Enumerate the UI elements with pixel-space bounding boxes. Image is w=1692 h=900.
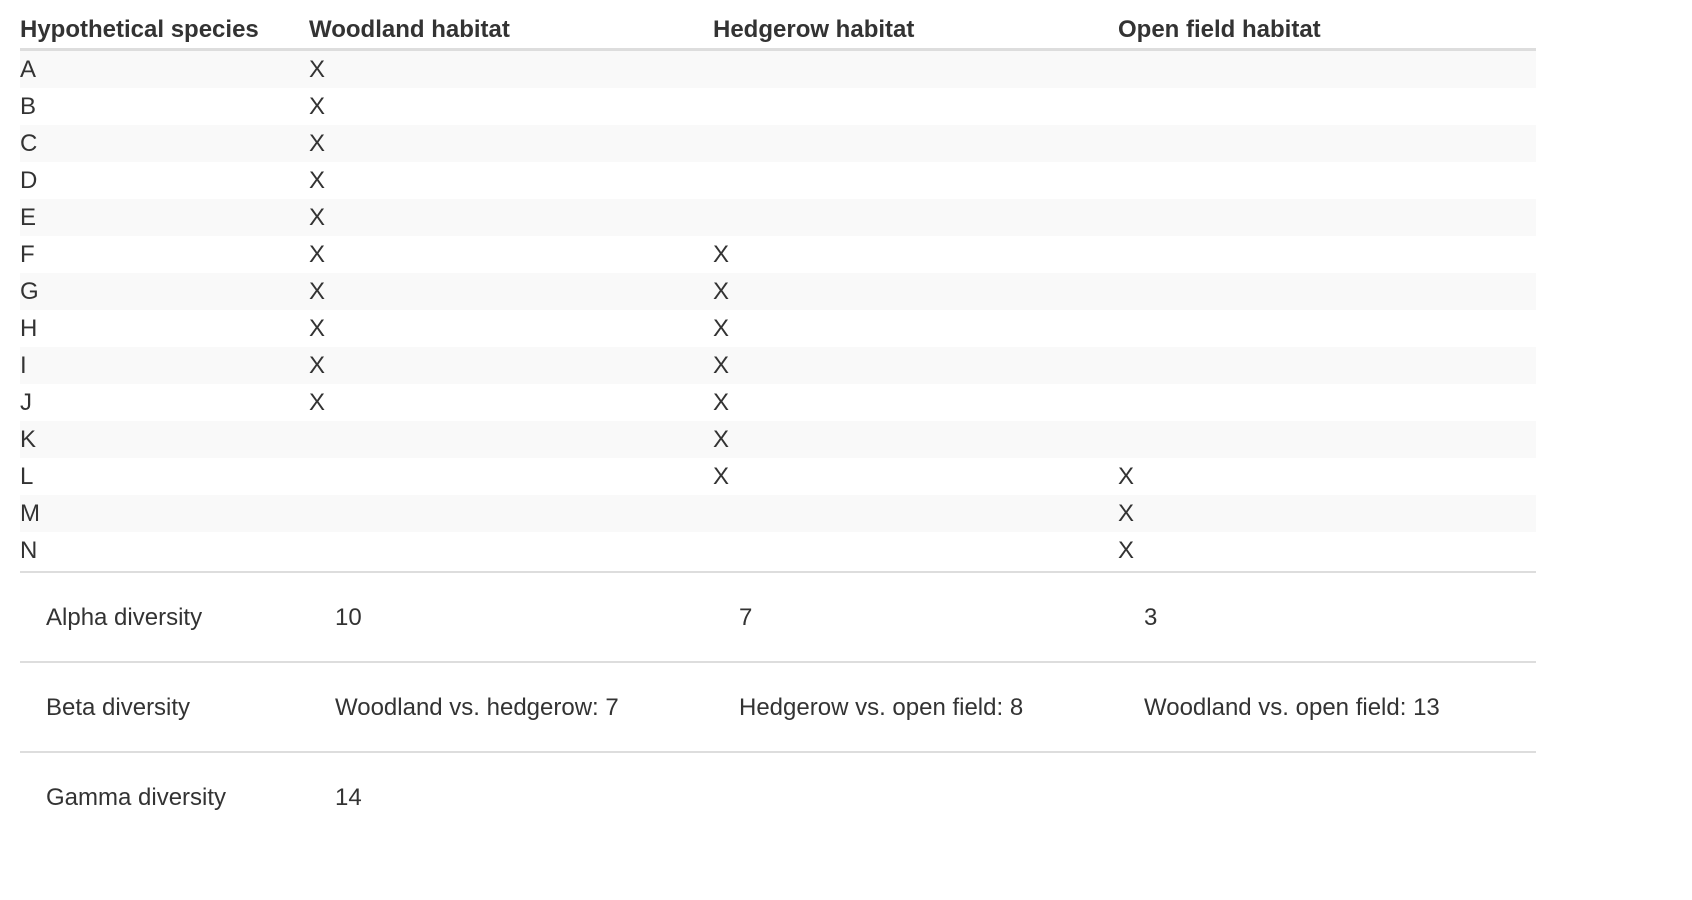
summary-label: Gamma diversity	[46, 784, 227, 811]
presence-cell: X	[309, 389, 326, 416]
presence-cell	[309, 458, 713, 495]
species-cell: E	[20, 204, 37, 231]
presence-cell: X	[309, 167, 326, 194]
presence-cell: X	[309, 204, 326, 231]
presence-cell: X	[309, 56, 326, 83]
summary-value	[1118, 753, 1536, 819]
gamma-diversity-row: Gamma diversity 14	[20, 751, 1536, 819]
presence-cell	[713, 162, 1118, 199]
summary-label: Alpha diversity	[46, 604, 203, 631]
summary-value: Woodland vs. open field: 13	[1144, 694, 1440, 721]
presence-cell	[1118, 347, 1536, 384]
presence-cell: X	[1118, 500, 1135, 527]
summary-label: Beta diversity	[46, 694, 191, 721]
summary-value: 10	[335, 604, 362, 631]
presence-cell: X	[309, 93, 326, 120]
species-cell: H	[20, 315, 38, 342]
presence-cell	[1118, 310, 1536, 347]
presence-cell: X	[309, 130, 326, 157]
species-cell: I	[20, 352, 27, 379]
beta-diversity-row: Beta diversity Woodland vs. hedgerow: 7 He…	[20, 661, 1536, 751]
presence-cell: X	[1118, 463, 1135, 490]
header-species: Hypothetical species	[20, 16, 259, 43]
species-cell: C	[20, 130, 38, 157]
presence-cell	[713, 88, 1118, 125]
presence-cell	[1118, 273, 1536, 310]
species-cell: J	[20, 389, 32, 416]
diversity-summary: Alpha diversity 10 7 3 Beta diversity Woodlan…	[20, 571, 1536, 819]
presence-cell: X	[309, 241, 326, 268]
species-cell: M	[20, 500, 40, 527]
species-cell: L	[20, 463, 34, 490]
presence-cell	[713, 199, 1118, 236]
presence-cell	[1118, 162, 1536, 199]
presence-cell	[1118, 421, 1536, 458]
species-cell: A	[20, 56, 37, 83]
presence-cell: X	[1118, 537, 1135, 564]
header-woodland: Woodland habitat	[309, 16, 510, 43]
species-cell: F	[20, 241, 35, 268]
table-header: Hypothetical species Woodland habitat He…	[20, 12, 1536, 51]
presence-cell	[713, 495, 1118, 532]
presence-cell: X	[309, 278, 326, 305]
presence-cell	[1118, 88, 1536, 125]
presence-cell	[309, 495, 713, 532]
summary-value: 7	[739, 604, 753, 631]
species-cell: D	[20, 167, 38, 194]
presence-cell	[1118, 51, 1536, 88]
presence-cell	[309, 421, 713, 458]
species-habitat-table: Hypothetical species Woodland habitat He…	[20, 12, 1536, 569]
presence-cell: X	[713, 315, 730, 342]
summary-value: 3	[1144, 604, 1158, 631]
presence-cell: X	[713, 463, 730, 490]
presence-cell: X	[713, 389, 730, 416]
presence-cell	[1118, 125, 1536, 162]
presence-cell	[713, 125, 1118, 162]
species-cell: B	[20, 93, 37, 120]
presence-cell	[1118, 236, 1536, 273]
presence-cell: X	[713, 241, 730, 268]
summary-value: Woodland vs. hedgerow: 7	[335, 694, 619, 721]
presence-cell: X	[309, 315, 326, 342]
header-hedgerow: Hedgerow habitat	[713, 16, 915, 43]
presence-cell	[1118, 384, 1536, 421]
presence-cell	[1118, 199, 1536, 236]
presence-cell	[309, 532, 713, 569]
presence-cell	[713, 51, 1118, 88]
presence-cell	[713, 532, 1118, 569]
species-cell: G	[20, 278, 39, 305]
summary-value	[713, 753, 1118, 819]
presence-cell: X	[309, 352, 326, 379]
species-cell: N	[20, 537, 38, 564]
alpha-diversity-row: Alpha diversity 10 7 3	[20, 571, 1536, 661]
header-open-field: Open field habitat	[1118, 16, 1321, 43]
presence-cell: X	[713, 278, 730, 305]
summary-value: Hedgerow vs. open field: 8	[739, 694, 1024, 721]
species-cell: K	[20, 426, 37, 453]
presence-cell: X	[713, 352, 730, 379]
summary-value: 14	[335, 784, 362, 811]
presence-cell: X	[713, 426, 730, 453]
